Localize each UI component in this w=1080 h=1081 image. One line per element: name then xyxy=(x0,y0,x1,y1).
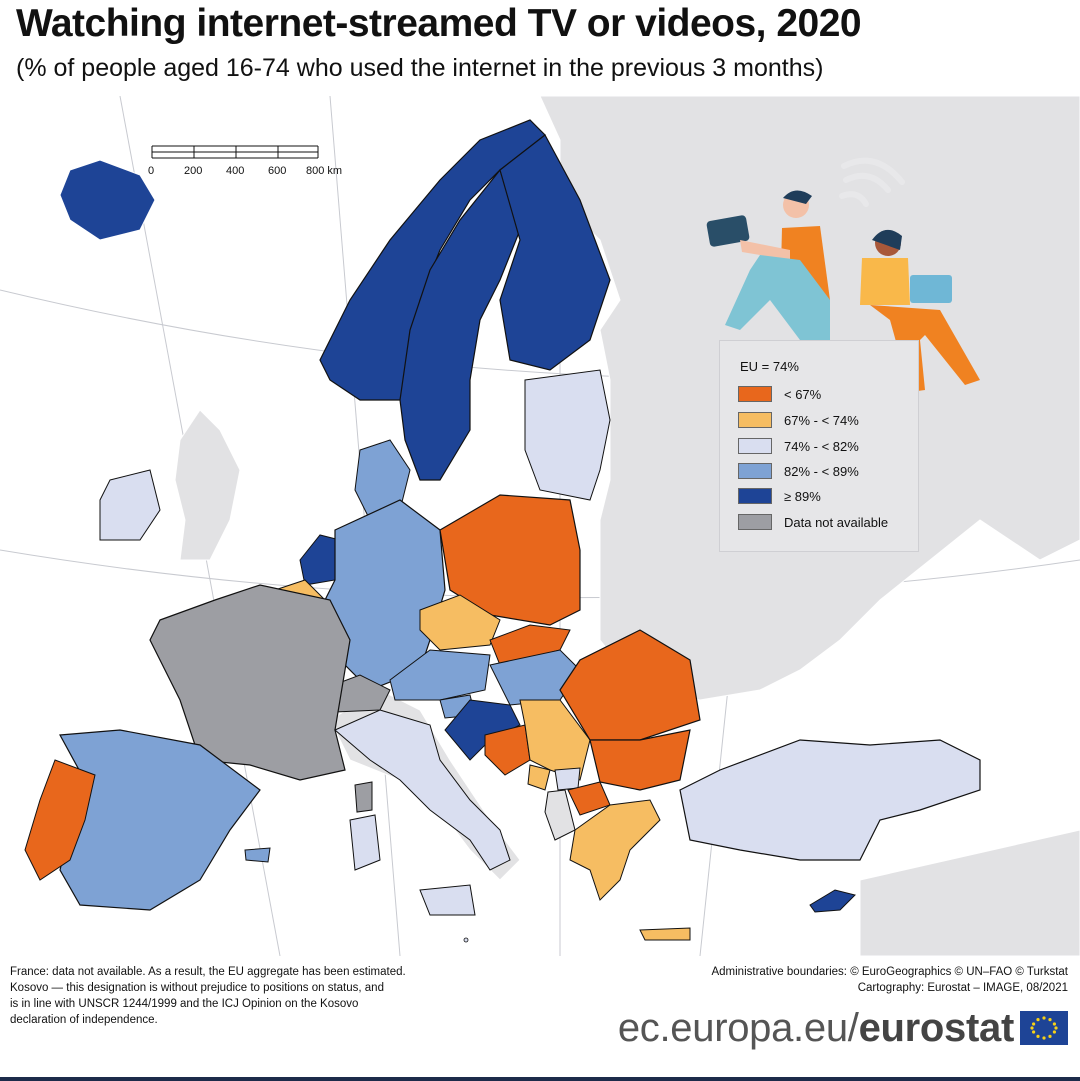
legend-swatch xyxy=(738,463,772,479)
legend-swatch xyxy=(738,488,772,504)
scale-tick-400: 400 xyxy=(226,165,244,177)
footnote-line: declaration of independence. xyxy=(10,1014,158,1026)
map-legend: EU = 74% < 67% 67% - < 74% 74% - < 82% 8… xyxy=(719,340,919,552)
footnote-line: Kosovo — this designation is without pre… xyxy=(10,982,384,994)
source-line: Administrative boundaries: © EuroGeograp… xyxy=(711,966,1068,978)
legend-eu-average: EU = 74% xyxy=(740,359,799,374)
footnote-line: France: data not available. As a result,… xyxy=(10,966,406,978)
legend-item: 67% - < 74% xyxy=(738,411,859,429)
scale-tick-0: 0 xyxy=(148,165,154,177)
legend-label: < 67% xyxy=(784,386,822,402)
map-subtitle: (% of people aged 16-74 who used the int… xyxy=(16,54,824,82)
legend-label: 67% - < 74% xyxy=(784,412,859,428)
brand-name: eurostat xyxy=(858,1005,1015,1050)
eu-flag-icon xyxy=(1020,1011,1068,1045)
legend-item: 82% - < 89% xyxy=(738,462,859,480)
uk-land xyxy=(174,409,241,561)
legend-label: 74% - < 82% xyxy=(784,438,859,454)
brand-text: ec.europa.eu/eurostat xyxy=(618,1006,1014,1051)
map-title: Watching internet-streamed TV or videos,… xyxy=(16,2,862,45)
legend-item: ≥ 89% xyxy=(738,487,821,505)
legend-swatch xyxy=(738,412,772,428)
legend-label: ≥ 89% xyxy=(784,488,821,504)
scale-tick-200: 200 xyxy=(184,165,202,177)
people-illustration xyxy=(706,157,980,392)
legend-swatch xyxy=(738,386,772,402)
scale-tick-600: 600 xyxy=(268,165,286,177)
footnote-right: Administrative boundaries: © EuroGeograp… xyxy=(711,964,1068,996)
legend-item: 74% - < 82% xyxy=(738,437,859,455)
legend-swatch xyxy=(738,514,772,530)
legend-label: 82% - < 89% xyxy=(784,463,859,479)
legend-item: Data not available xyxy=(738,513,888,531)
brand-domain: ec.europa.eu/ xyxy=(617,1005,859,1050)
scale-end-label: 800 km xyxy=(306,165,342,177)
footnote-line: is in line with UNSCR 1244/1999 and the … xyxy=(10,998,359,1010)
bottom-rule xyxy=(0,1077,1080,1081)
eurostat-brand: ec.europa.eu/eurostat xyxy=(618,1006,1068,1050)
legend-item: < 67% xyxy=(738,385,821,403)
legend-label: Data not available xyxy=(784,514,889,530)
footnote-left: France: data not available. As a result,… xyxy=(10,964,450,1028)
legend-swatch xyxy=(738,438,772,454)
scale-bar: 0 200 400 600 800 km xyxy=(148,145,342,177)
source-line: Cartography: Eurostat – IMAGE, 08/2021 xyxy=(857,982,1068,994)
